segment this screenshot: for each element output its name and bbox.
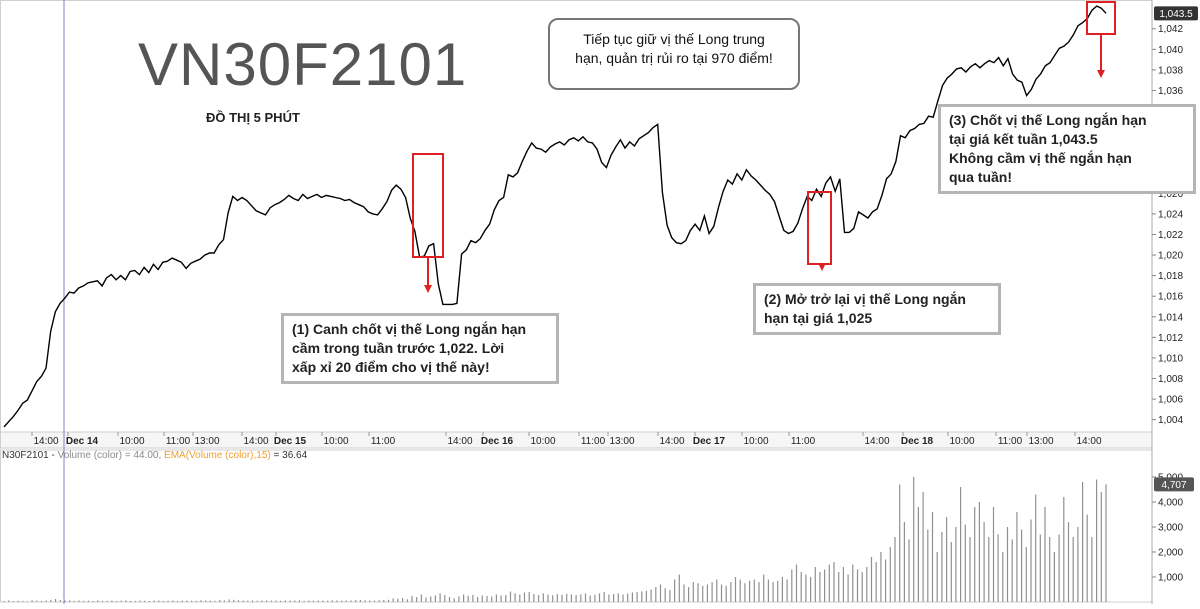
y-tick-label: 1,022 [1158, 230, 1183, 241]
y-tick-label: 1,004 [1158, 415, 1183, 426]
y-tick-label: 1,018 [1158, 271, 1183, 282]
arrow-1-head [424, 285, 432, 293]
x-tick-label: 11:00 [371, 436, 396, 447]
arrow-3-head [1097, 70, 1105, 78]
volume-legend-ema-value: = 36.64 [270, 450, 308, 461]
annotation-note-1: (1) Canh chốt vị thế Long ngắn hạn cầm t… [281, 313, 559, 384]
y-tick-label: 1,038 [1158, 65, 1183, 76]
annotation-note-3-line-3: Không cầm vị thế ngắn hạn [949, 150, 1132, 166]
volume-y-tick-label: 2,000 [1158, 548, 1183, 559]
annotation-note-3: (3) Chốt vị thế Long ngắn hạn tại giá kế… [938, 104, 1196, 194]
volume-legend-ema: EMA(Volume (color),15) [164, 450, 271, 461]
y-tick-label: 1,040 [1158, 45, 1183, 56]
x-tick-label: 11:00 [581, 436, 606, 447]
volume-y-tick-label: 1,000 [1158, 573, 1183, 584]
highlight-box-3 [1086, 1, 1116, 35]
highlight-box-1 [412, 153, 444, 258]
x-tick-label: Dec 17 [693, 436, 726, 447]
x-tick-label: 10:00 [323, 436, 348, 447]
y-tick-label: 1,042 [1158, 24, 1183, 35]
annotation-note-3-line-2: tại giá kết tuần 1,043.5 [949, 131, 1098, 147]
annotation-note-1-line-3: xấp xỉ 20 điểm cho vị thế này! [292, 359, 490, 375]
chart-title: VN30F2101 [138, 31, 468, 98]
x-tick-label: 14:00 [864, 436, 889, 447]
y-tick-label: 1,024 [1158, 209, 1183, 220]
y-tick-label: 1,016 [1158, 292, 1183, 303]
x-tick-label: 11:00 [166, 436, 191, 447]
y-tick-label: 1,006 [1158, 395, 1183, 406]
x-tick-label: 10:00 [743, 436, 768, 447]
annotation-note-3-line-4: qua tuần! [949, 169, 1012, 185]
y-tick-label: 1,008 [1158, 374, 1183, 385]
x-tick-label: 13:00 [194, 436, 219, 447]
x-tick-label: 14:00 [33, 436, 58, 447]
y-tick-label: 1,036 [1158, 86, 1183, 97]
last-price-badge [1154, 6, 1198, 21]
x-tick-label: Dec 15 [274, 436, 307, 447]
annotation-note-2-line-2: hạn tại giá 1,025 [764, 310, 873, 326]
annotation-note-1-line-1: (1) Canh chốt vị thế Long ngắn hạn [292, 321, 527, 337]
x-tick-label: Dec 18 [901, 436, 934, 447]
x-tick-label: 13:00 [609, 436, 634, 447]
chart-subtitle: ĐỒ THỊ 5 PHÚT [206, 110, 300, 125]
x-tick-label: 14:00 [447, 436, 472, 447]
x-tick-label: 11:00 [791, 436, 816, 447]
x-tick-label: 13:00 [1028, 436, 1053, 447]
last-volume-badge [1154, 477, 1194, 492]
x-tick-label: Dec 14 [66, 436, 99, 447]
annotation-top-note: Tiếp tục giữ vị thế Long trung hạn, quản… [548, 18, 800, 90]
y-tick-label: 1,010 [1158, 353, 1183, 364]
annotation-top-line-2: hạn, quản trị rủi ro tại 970 điểm! [575, 50, 773, 66]
volume-legend-prefix: N30F2101 - [2, 450, 58, 461]
y-tick-label: 1,026 [1158, 189, 1183, 200]
annotation-note-2-line-1: (2) Mở trở lại vị thế Long ngắn [764, 291, 966, 307]
x-tick-label: 14:00 [243, 436, 268, 447]
highlight-box-2 [807, 191, 832, 265]
last-price-label: 1,043.5 [1159, 9, 1193, 20]
x-tick-label: 10:00 [119, 436, 144, 447]
volume-legend: N30F2101 - Volume (color) = 44.00, EMA(V… [2, 450, 307, 461]
annotation-top-line-1: Tiếp tục giữ vị thế Long trung [583, 31, 765, 47]
volume-y-tick-label: 4,000 [1158, 498, 1183, 509]
volume-y-tick-label: 3,000 [1158, 523, 1183, 534]
annotation-note-1-line-2: cầm trong tuần trước 1,022. Lời [292, 340, 505, 356]
y-tick-label: 1,020 [1158, 251, 1183, 262]
x-tick-label: 14:00 [659, 436, 684, 447]
y-tick-label: 1,012 [1158, 333, 1183, 344]
annotation-note-3-line-1: (3) Chốt vị thế Long ngắn hạn [949, 112, 1147, 128]
annotation-note-2: (2) Mở trở lại vị thế Long ngắn hạn tại … [753, 283, 1001, 335]
x-tick-label: 10:00 [949, 436, 974, 447]
price-series-line [3, 5, 1107, 428]
x-tick-label: 10:00 [530, 436, 555, 447]
last-volume-label: 4,707 [1161, 480, 1186, 491]
volume-legend-volume: Volume (color) = 44.00, [57, 450, 162, 461]
x-tick-label: 14:00 [1076, 436, 1101, 447]
y-tick-label: 1,014 [1158, 312, 1183, 323]
x-tick-label: Dec 16 [481, 436, 514, 447]
x-tick-label: 11:00 [998, 436, 1023, 447]
arrow-2-head [818, 263, 826, 271]
